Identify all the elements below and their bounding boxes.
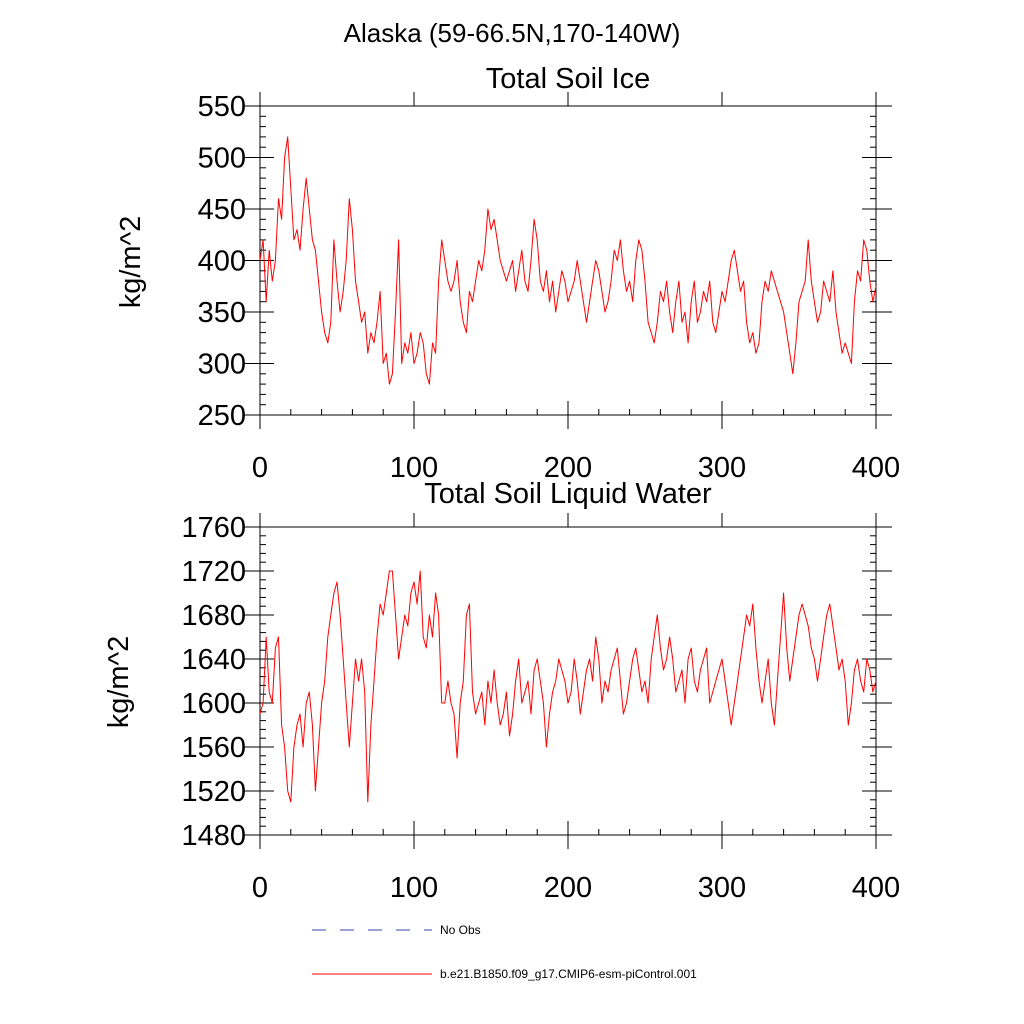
- y-tick-label: 1600: [181, 688, 246, 720]
- x-tick-label: 200: [544, 872, 592, 904]
- y-axis-label: kg/m^2: [115, 216, 147, 309]
- y-tick-label: 450: [198, 194, 246, 226]
- main-title: Alaska (59-66.5N,170-140W): [344, 18, 681, 48]
- x-tick-label: 100: [390, 452, 438, 484]
- panel-title: Total Soil Ice: [486, 63, 650, 95]
- y-tick-label: 400: [198, 246, 246, 278]
- legend-label-no-obs: No Obs: [440, 923, 481, 937]
- legend: No Obs b.e21.B1850.f09_g17.CMIP6-esm-piC…: [312, 923, 697, 981]
- legend-label-model: b.e21.B1850.f09_g17.CMIP6-esm-piControl.…: [440, 967, 697, 981]
- x-tick-label: 400: [852, 452, 900, 484]
- plot-frame: [259, 526, 877, 836]
- panel-total-soil-liquid-water: Total Soil Liquid Water 0 100 200 300 400 148…: [103, 478, 900, 904]
- y-tick-label: 1520: [181, 776, 246, 808]
- y-tick-label: 350: [198, 297, 246, 329]
- x-tick-label: 300: [698, 452, 746, 484]
- x-tick-label: 400: [852, 872, 900, 904]
- y-tick-label: 1560: [181, 732, 246, 764]
- plot-frame: [259, 105, 877, 416]
- y-tick-label: 550: [198, 91, 246, 123]
- y-tick-label: 1480: [181, 820, 246, 852]
- panel-total-soil-ice: Total Soil Ice 0 100 200 300 400 250 300 350 400…: [115, 63, 900, 484]
- y-tick-label: 1720: [181, 556, 246, 588]
- y-tick-label: 250: [198, 400, 246, 432]
- y-tick-label: 500: [198, 143, 246, 175]
- series-line: [259, 136, 877, 385]
- x-tick-label: 300: [698, 872, 746, 904]
- x-tick-label: 100: [390, 872, 438, 904]
- x-tick-label: 200: [544, 452, 592, 484]
- y-axis-label: kg/m^2: [103, 636, 135, 729]
- x-tick-label: 0: [252, 452, 268, 484]
- y-tick-label: 300: [198, 349, 246, 381]
- y-tick-label: 1680: [181, 600, 246, 632]
- y-tick-label: 1640: [181, 644, 246, 676]
- panel-title: Total Soil Liquid Water: [424, 478, 712, 510]
- series-line: [259, 570, 877, 803]
- x-tick-label: 0: [252, 872, 268, 904]
- y-tick-label: 1760: [181, 512, 246, 544]
